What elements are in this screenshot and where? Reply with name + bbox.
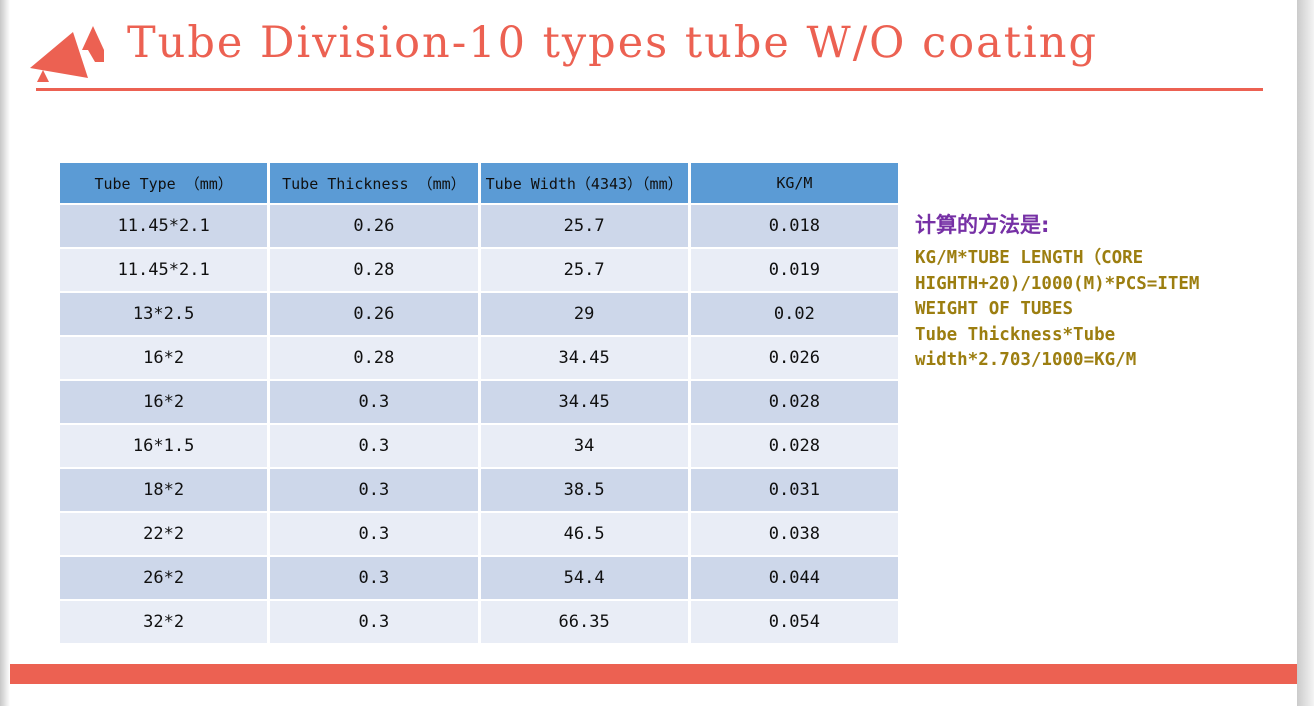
table-cell: 0.3 <box>270 381 478 423</box>
slide-left-edge-shadow <box>0 0 10 706</box>
title-underline <box>36 88 1263 91</box>
table-cell: 38.5 <box>480 469 688 511</box>
table-cell: 11.45*2.1 <box>60 205 268 247</box>
table-cell: 34 <box>480 425 688 467</box>
table-row: 16*2 0.28 34.45 0.026 <box>60 337 898 379</box>
table-row: 11.45*2.1 0.26 25.7 0.018 <box>60 205 898 247</box>
table-cell: 54.4 <box>480 557 688 599</box>
table-cell: 18*2 <box>60 469 268 511</box>
table-cell: 25.7 <box>480 249 688 291</box>
note-lines: KG/M*TUBE LENGTH（CORE HIGHTH+20)/1000(M)*… <box>915 246 1235 374</box>
table-cell: 16*1.5 <box>60 425 268 467</box>
table-cell: 0.28 <box>270 249 478 291</box>
table-row: 11.45*2.1 0.28 25.7 0.019 <box>60 249 898 291</box>
table-cell: 0.26 <box>270 293 478 335</box>
table-cell: 0.028 <box>690 425 898 467</box>
table-cell: 0.3 <box>270 601 478 643</box>
column-header: Tube Width（4343）（mm） <box>480 163 688 203</box>
table-cell: 22*2 <box>60 513 268 555</box>
page-title: Tube Division-10 types tube W/O coating <box>127 18 1098 68</box>
table-cell: 16*2 <box>60 381 268 423</box>
table-cell: 16*2 <box>60 337 268 379</box>
note-line: WEIGHT OF TUBES <box>915 299 1074 319</box>
table-cell: 0.044 <box>690 557 898 599</box>
tube-spec-table: Tube Type （mm） Tube Thickness （mm） Tube Wi… <box>57 161 901 645</box>
table-cell: 0.054 <box>690 601 898 643</box>
note-line: width*2.703/1000=KG/M <box>915 350 1137 370</box>
table-row: 18*2 0.3 38.5 0.031 <box>60 469 898 511</box>
table-cell: 0.3 <box>270 469 478 511</box>
table-cell: 0.28 <box>270 337 478 379</box>
table-cell: 46.5 <box>480 513 688 555</box>
table-cell: 34.45 <box>480 381 688 423</box>
table-cell: 0.3 <box>270 425 478 467</box>
footer-accent-bar <box>10 664 1297 684</box>
table-row: 16*2 0.3 34.45 0.028 <box>60 381 898 423</box>
table-row: 22*2 0.3 46.5 0.038 <box>60 513 898 555</box>
table-cell: 34.45 <box>480 337 688 379</box>
table-row: 16*1.5 0.3 34 0.028 <box>60 425 898 467</box>
table-cell: 0.3 <box>270 557 478 599</box>
table-body: 11.45*2.1 0.26 25.7 0.018 11.45*2.1 0.28 25.7 0… <box>60 205 898 643</box>
note-heading: 计算的方法是: <box>915 213 1050 237</box>
table-cell: 29 <box>480 293 688 335</box>
table-cell: 25.7 <box>480 205 688 247</box>
column-header: KG/M <box>690 163 898 203</box>
calculation-note: 计算的方法是: KG/M*TUBE LENGTH（CORE HIGHTH+20)/… <box>915 209 1235 374</box>
table-cell: 0.028 <box>690 381 898 423</box>
table-header: Tube Type （mm） Tube Thickness （mm） Tube Wi… <box>60 163 898 203</box>
table-row: 32*2 0.3 66.35 0.054 <box>60 601 898 643</box>
column-header: Tube Thickness （mm） <box>270 163 478 203</box>
table-cell: 13*2.5 <box>60 293 268 335</box>
table-cell: 0.038 <box>690 513 898 555</box>
table-cell: 0.02 <box>690 293 898 335</box>
table-cell: 0.031 <box>690 469 898 511</box>
table-cell: 32*2 <box>60 601 268 643</box>
table-cell: 26*2 <box>60 557 268 599</box>
note-line: KG/M*TUBE LENGTH（CORE <box>915 248 1144 268</box>
table-cell: 0.26 <box>270 205 478 247</box>
slide-right-edge-shadow <box>1297 0 1314 706</box>
note-line: Tube Thickness*Tube <box>915 324 1116 345</box>
table-cell: 0.018 <box>690 205 898 247</box>
column-header: Tube Type （mm） <box>60 163 268 203</box>
table-cell: 0.026 <box>690 337 898 379</box>
table-cell: 66.35 <box>480 601 688 643</box>
table-cell: 0.019 <box>690 249 898 291</box>
table-row: 26*2 0.3 54.4 0.044 <box>60 557 898 599</box>
table-row: 13*2.5 0.26 29 0.02 <box>60 293 898 335</box>
table-cell: 11.45*2.1 <box>60 249 268 291</box>
table-header-row: Tube Type （mm） Tube Thickness （mm） Tube Wi… <box>60 163 898 203</box>
note-line: HIGHTH+20)/1000(M)*PCS=ITEM <box>915 273 1200 294</box>
triangles-logo-icon <box>30 26 104 82</box>
table-cell: 0.3 <box>270 513 478 555</box>
